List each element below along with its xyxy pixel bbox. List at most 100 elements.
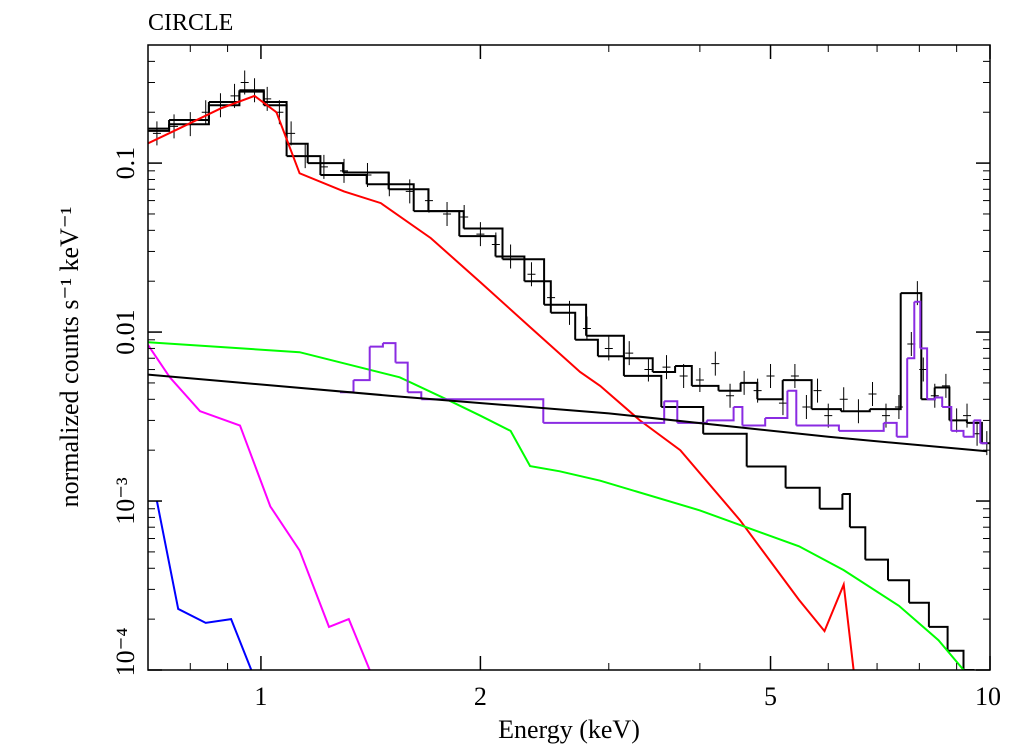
- model-step: [811, 408, 842, 412]
- data-point: [963, 403, 972, 428]
- model-step: [575, 338, 599, 357]
- model-step: [421, 398, 545, 423]
- y-tick-label: 10⁻³: [111, 477, 140, 525]
- model-step: [395, 361, 409, 393]
- data-point: [711, 351, 720, 376]
- model-step: [796, 424, 840, 431]
- model-step: [239, 90, 265, 106]
- model-step: [973, 419, 982, 444]
- model-step: [543, 401, 666, 424]
- data-point: [476, 222, 485, 247]
- chart-title: CIRCLE: [148, 10, 233, 36]
- model-step: [947, 649, 965, 670]
- model-step: [148, 124, 171, 132]
- model-step: [963, 420, 975, 438]
- model-step: [782, 379, 813, 410]
- y-tick-label: 0.01: [111, 309, 140, 355]
- model-step: [914, 300, 922, 349]
- data-point: [152, 121, 161, 146]
- model-step: [550, 311, 577, 340]
- data-point: [695, 368, 704, 393]
- data-point: [813, 378, 822, 403]
- data-point: [679, 363, 688, 388]
- plot-frame: [147, 44, 991, 671]
- model-step: [849, 526, 867, 560]
- data-point: [941, 373, 950, 398]
- data-point: [662, 355, 671, 380]
- model-step: [928, 625, 949, 651]
- data-point: [170, 114, 179, 139]
- data-point: [405, 179, 414, 204]
- data-point: [625, 341, 634, 366]
- y-axis-label: normalized counts s⁻¹ keV⁻¹: [55, 207, 84, 508]
- model-step: [664, 400, 679, 423]
- model-step: [966, 421, 983, 444]
- model-step: [369, 343, 384, 348]
- x-tick-label: 1: [254, 682, 267, 711]
- model-curve: [148, 341, 965, 670]
- model-step: [691, 384, 720, 391]
- model-step: [169, 105, 210, 126]
- model-step: [495, 255, 526, 282]
- model-step: [942, 406, 953, 431]
- model-step: [757, 380, 784, 401]
- model-step: [742, 418, 767, 427]
- model-step: [888, 579, 911, 603]
- x-tick-label: 5: [764, 682, 777, 711]
- model-step: [463, 227, 504, 260]
- model-step: [787, 389, 798, 426]
- model-step: [934, 396, 944, 407]
- model-step: [865, 558, 889, 581]
- model-step: [746, 465, 787, 488]
- model-step: [544, 303, 588, 336]
- model-step: [502, 258, 546, 305]
- y-tick-label: 10⁻⁴: [111, 628, 140, 677]
- model-step: [907, 301, 916, 360]
- y-tick-label: 0.1: [111, 147, 140, 180]
- data-point: [527, 262, 536, 287]
- model-step: [388, 188, 430, 212]
- model-step: [740, 381, 759, 400]
- model-step: [934, 386, 951, 421]
- model-step: [208, 91, 241, 107]
- data-point: [726, 383, 735, 408]
- data-point: [790, 363, 799, 388]
- model-step: [597, 355, 625, 376]
- x-axis-label: Energy (keV): [498, 715, 640, 744]
- data-point: [443, 201, 452, 226]
- model-step: [623, 374, 663, 407]
- model-curve: [148, 373, 987, 453]
- model-step: [675, 365, 693, 386]
- model-step: [951, 429, 965, 437]
- x-tick-label: 2: [474, 682, 487, 711]
- model-curve: [155, 500, 253, 670]
- model-step: [524, 280, 552, 313]
- model-step: [286, 155, 322, 175]
- model-step: [718, 382, 742, 392]
- model-step: [900, 292, 923, 400]
- model-step: [819, 494, 844, 510]
- data-point: [824, 403, 833, 428]
- model-step: [706, 407, 735, 422]
- model-step: [920, 347, 929, 400]
- model-step: [842, 493, 851, 528]
- model-step: [340, 380, 355, 394]
- model-step: [382, 342, 397, 363]
- model-step: [307, 162, 345, 173]
- model-step: [320, 174, 368, 185]
- data-point: [287, 121, 296, 146]
- model-step: [459, 235, 497, 257]
- plot-area: [148, 70, 990, 670]
- data-point: [894, 395, 903, 420]
- data-point: [644, 357, 653, 382]
- model-step: [652, 366, 677, 373]
- model-step: [869, 293, 902, 411]
- model-step: [896, 358, 909, 438]
- data-point: [868, 381, 877, 406]
- model-step: [883, 421, 898, 437]
- data-point: [766, 363, 775, 388]
- data-point: [802, 395, 811, 420]
- model-step: [366, 183, 415, 212]
- model-step: [733, 406, 744, 426]
